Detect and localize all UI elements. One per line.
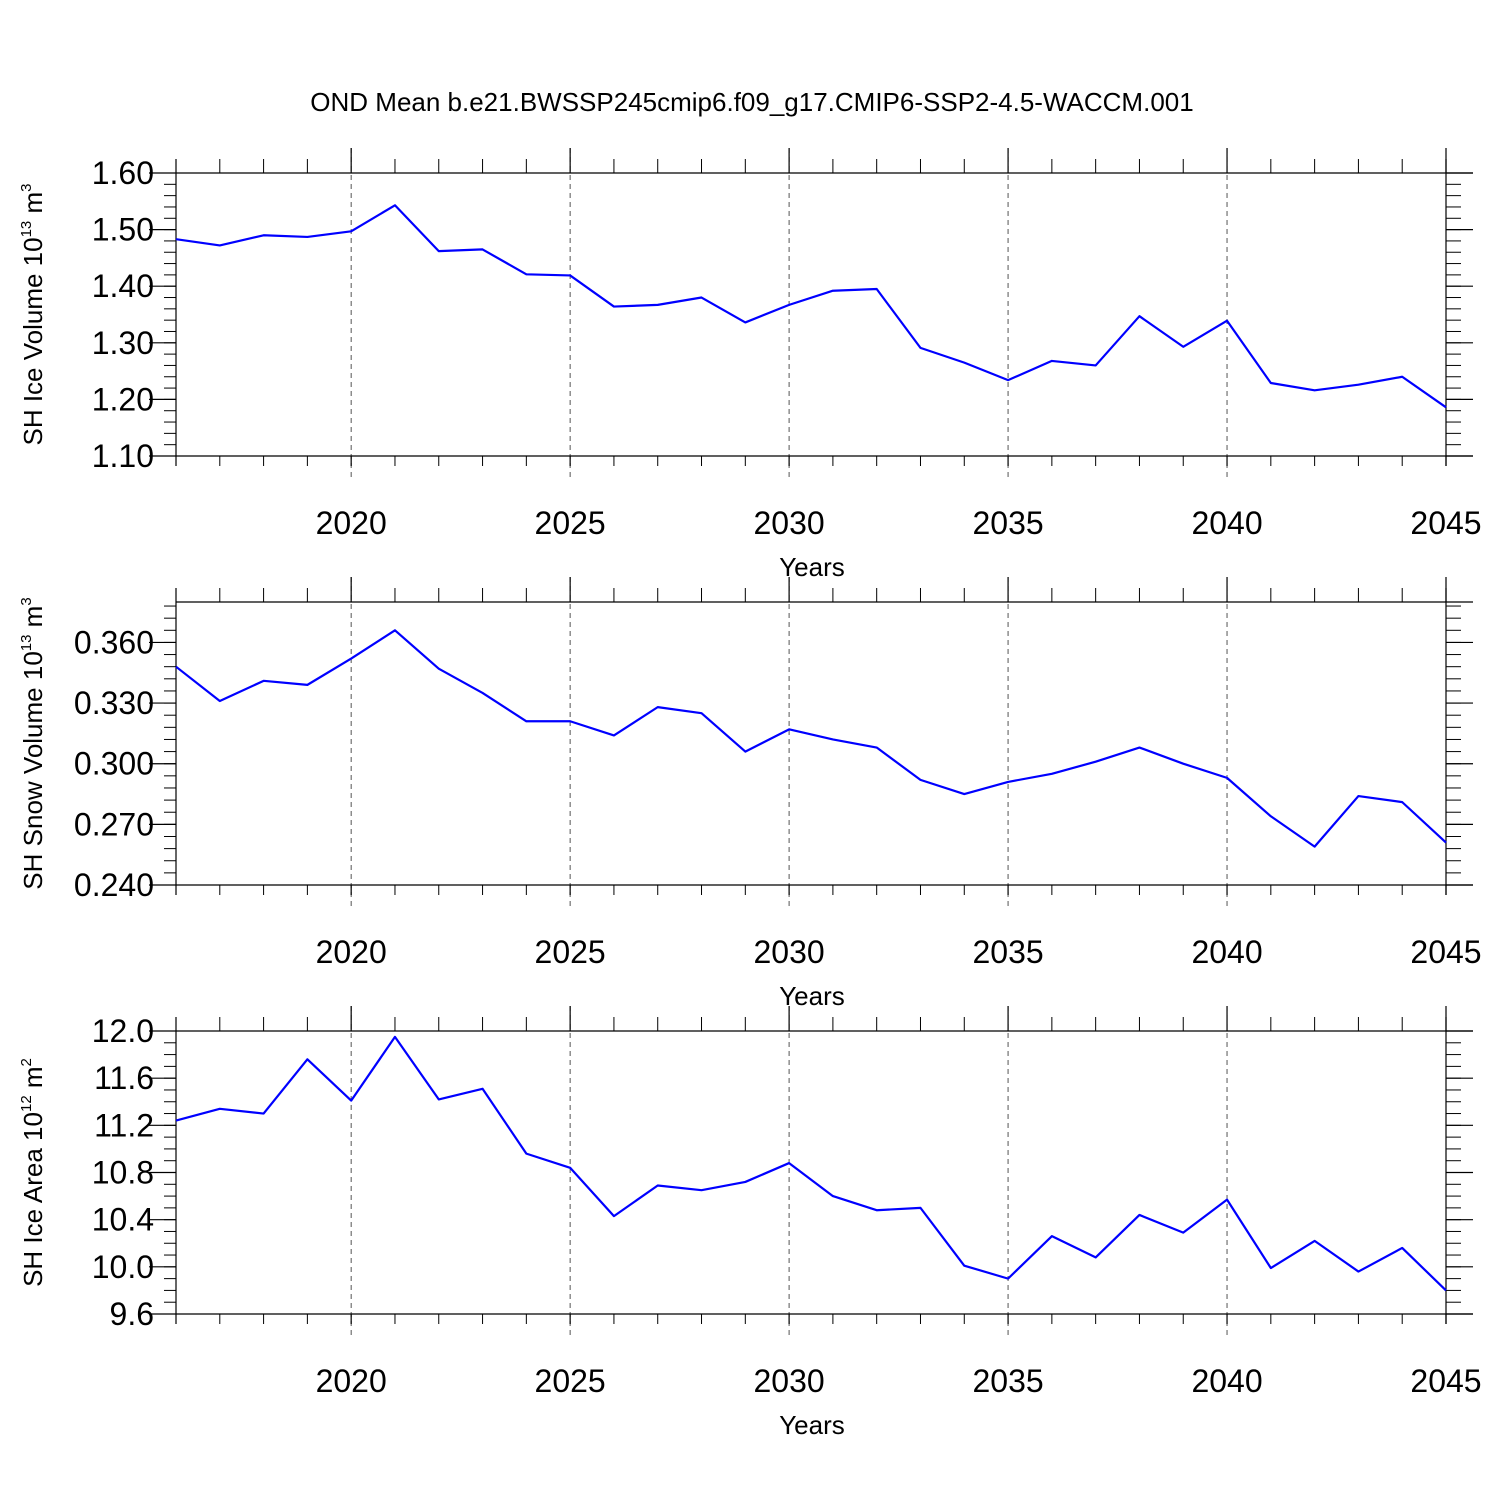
x-tick-label: 2045	[1410, 505, 1481, 541]
y-tick-label: 11.2	[94, 1107, 154, 1143]
y-tick-label: 1.20	[92, 381, 154, 417]
panels: 2020 2025 2030 2035 2040 2045 1.10 1.20 1.30 1.40…	[18, 148, 1482, 1440]
x-tick-label: 2020	[316, 934, 387, 970]
y-tick-label: 10.4	[92, 1202, 154, 1238]
series-line-1	[175, 204, 1447, 409]
y-tick-label: 0.360	[74, 624, 154, 660]
y-tick-label: 1.30	[92, 325, 154, 361]
y-axis-title: SH Ice Volume 1013 m3	[18, 183, 48, 445]
x-tick-label: 2030	[754, 505, 825, 541]
x-tick-label: 2040	[1191, 1363, 1262, 1399]
y-tick-label: 10.0	[92, 1249, 154, 1285]
y-tick-label: 1.60	[92, 155, 154, 191]
y-tick-label: 11.6	[94, 1060, 154, 1096]
y-tick-label: 9.6	[110, 1296, 154, 1332]
x-tick-label: 2045	[1410, 1363, 1481, 1399]
x-tick-label: 2045	[1410, 934, 1481, 970]
x-tick-label: 2020	[316, 1363, 387, 1399]
y-tick-label: 1.50	[92, 212, 154, 248]
y-tick-label: 0.300	[74, 746, 154, 782]
chart-panel-3: 2020 2025 2030 2035 2040 2045 9.6 10.0 10.4 10.8 1…	[18, 1006, 1482, 1440]
figure-title: OND Mean b.e21.BWSSP245cmip6.f09_g17.CMI…	[310, 87, 1193, 117]
series-line-1	[175, 1035, 1447, 1292]
x-axis-title: Years	[779, 981, 845, 1011]
x-tick-label: 2035	[972, 934, 1043, 970]
y-tick-label: 0.330	[74, 685, 154, 721]
x-tick-label: 2025	[535, 934, 606, 970]
chart-panel-2: 2020 2025 2030 2035 2040 2045 0.240 0.270 0.300 0…	[18, 577, 1482, 1011]
y-axis-title: SH Ice Area 1012 m2	[18, 1058, 48, 1287]
y-tick-label: 0.270	[74, 806, 154, 842]
x-tick-label: 2025	[535, 505, 606, 541]
x-tick-label: 2035	[972, 1363, 1043, 1399]
y-tick-label: 1.10	[92, 438, 154, 474]
x-tick-label: 2030	[754, 934, 825, 970]
y-tick-label: 10.8	[92, 1155, 154, 1191]
y-tick-label: 1.40	[92, 268, 154, 304]
x-tick-label: 2020	[316, 505, 387, 541]
x-tick-label: 2035	[972, 505, 1043, 541]
x-tick-label: 2040	[1191, 505, 1262, 541]
x-tick-label: 2030	[754, 1363, 825, 1399]
y-tick-label: 12.0	[92, 1013, 154, 1049]
x-tick-label: 2025	[535, 1363, 606, 1399]
y-axis-title: SH Snow Volume 1013 m3	[18, 597, 48, 889]
x-axis-title: Years	[779, 552, 845, 582]
x-axis-title: Years	[779, 1410, 845, 1440]
chart-panel-1: 2020 2025 2030 2035 2040 2045 1.10 1.20 1.30 1.40…	[18, 148, 1482, 582]
x-tick-label: 2040	[1191, 934, 1262, 970]
y-tick-label: 0.240	[74, 867, 154, 903]
series-line-1	[175, 629, 1447, 848]
